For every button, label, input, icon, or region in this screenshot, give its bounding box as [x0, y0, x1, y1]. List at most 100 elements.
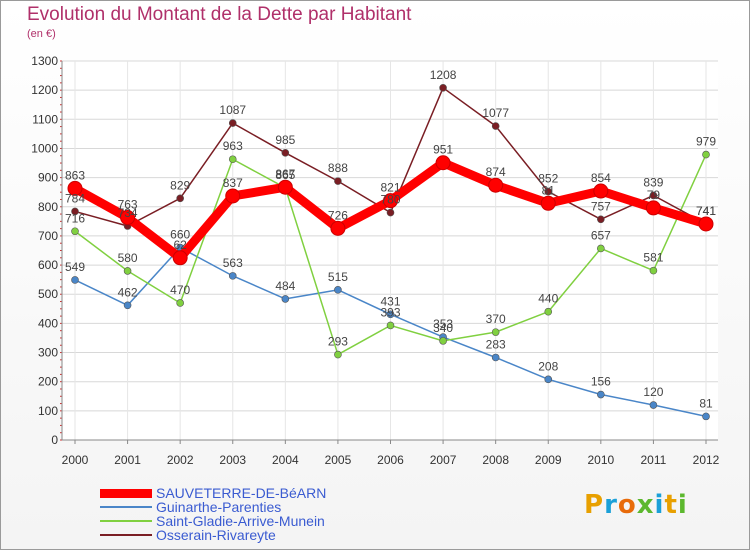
- legend-swatch-saint-gladie: [100, 520, 152, 522]
- data-label-osserain: 741: [696, 204, 716, 218]
- data-point-sauveterre: [540, 195, 556, 211]
- legend-swatch-sauveterre: [100, 488, 152, 498]
- data-label-sauveterre: 867: [275, 167, 295, 181]
- data-label-sauveterre: 763: [118, 198, 138, 212]
- data-label-sauveterre: 951: [433, 143, 453, 157]
- data-point-saint-gladie: [71, 227, 79, 236]
- x-tick-label: 2003: [219, 453, 246, 467]
- chart-title: Evolution du Montant de la Dette par Hab…: [27, 4, 412, 25]
- x-tick-label: 2007: [430, 453, 457, 467]
- y-tick-label: 700: [38, 229, 58, 243]
- data-point-osserain: [439, 84, 447, 92]
- x-tick-label: 2001: [114, 453, 141, 467]
- data-label-guinarthe: 431: [380, 294, 400, 308]
- data-point-osserain: [71, 207, 79, 216]
- y-tick-label: 500: [38, 287, 58, 301]
- y-tick-label: 900: [38, 171, 58, 185]
- data-point-sauveterre: [67, 180, 83, 196]
- data-label-guinarthe: 353: [433, 317, 453, 331]
- data-label-saint-gladie: 979: [696, 135, 716, 149]
- data-point-guinarthe: [386, 310, 395, 319]
- data-label-guinarthe: 660: [170, 228, 190, 242]
- data-point-sauveterre: [120, 210, 136, 226]
- x-tick-label: 2002: [167, 453, 194, 467]
- chart-legend: SAUVETERRE-DE-BéARN Guinarthe-Parenties …: [100, 486, 326, 542]
- data-label-osserain: 780: [380, 193, 400, 207]
- legend-swatch-guinarthe: [100, 506, 152, 508]
- data-point-guinarthe: [544, 375, 553, 384]
- data-label-saint-gladie: 340: [433, 321, 453, 335]
- data-point-saint-gladie: [386, 321, 395, 330]
- data-point-guinarthe: [702, 412, 710, 421]
- data-label-sauveterre: 741: [696, 204, 716, 218]
- data-point-sauveterre: [383, 193, 398, 209]
- data-label-saint-gladie: 440: [538, 292, 558, 306]
- y-tick-label: 1200: [31, 83, 58, 97]
- data-label-saint-gladie: 716: [65, 211, 85, 225]
- data-label-sauveterre: 821: [380, 181, 400, 195]
- legend-label-guinarthe: Guinarthe-Parenties: [156, 499, 282, 515]
- data-point-sauveterre: [225, 188, 241, 204]
- x-tick-label: 2008: [482, 453, 509, 467]
- data-label-osserain: 839: [643, 175, 663, 189]
- data-label-sauveterre: 79: [647, 188, 661, 202]
- data-label-osserain: 829: [170, 178, 190, 192]
- x-tick-label: 2005: [325, 453, 352, 467]
- data-label-sauveterre: 837: [223, 176, 243, 190]
- x-tick-label: 2010: [587, 453, 614, 467]
- data-label-saint-gladie: 657: [591, 228, 611, 242]
- data-label-guinarthe: 120: [643, 385, 663, 399]
- legend-item-osserain: Osserain-Rivareyte: [100, 528, 326, 542]
- x-tick-label: 2011: [641, 453, 667, 467]
- data-point-osserain: [386, 208, 395, 217]
- data-point-osserain: [176, 194, 184, 203]
- y-tick-label: 1000: [31, 141, 58, 155]
- data-label-osserain: 784: [65, 191, 85, 205]
- data-label-guinarthe: 484: [275, 279, 295, 293]
- data-point-osserain: [334, 177, 342, 185]
- data-label-guinarthe: 515: [328, 270, 348, 284]
- data-label-sauveterre: 62: [173, 238, 187, 252]
- data-label-saint-gladie: 393: [380, 305, 400, 319]
- data-point-guinarthe: [334, 286, 342, 294]
- data-label-guinarthe: 549: [65, 260, 85, 274]
- data-label-osserain: 985: [275, 133, 295, 147]
- data-point-osserain: [597, 215, 605, 224]
- data-point-guinarthe: [597, 390, 605, 399]
- data-label-guinarthe: 81: [699, 396, 713, 410]
- data-point-sauveterre: [593, 183, 609, 199]
- data-label-saint-gladie: 865: [275, 168, 295, 182]
- data-label-sauveterre: 874: [486, 165, 506, 179]
- data-point-sauveterre: [488, 177, 504, 193]
- legend-label-sauveterre: SAUVETERRE-DE-BéARN: [156, 485, 327, 501]
- x-tick-label: 2000: [62, 453, 89, 467]
- data-label-guinarthe: 156: [591, 375, 611, 389]
- data-point-sauveterre: [645, 200, 661, 216]
- y-tick-label: 300: [38, 346, 58, 360]
- data-label-osserain: 1208: [430, 68, 457, 82]
- data-point-guinarthe: [228, 272, 237, 280]
- data-point-saint-gladie: [597, 244, 605, 253]
- data-label-sauveterre: 863: [65, 168, 85, 182]
- data-label-osserain: 888: [328, 161, 348, 175]
- y-tick-label: 600: [38, 258, 58, 272]
- data-point-sauveterre: [172, 250, 188, 266]
- data-point-saint-gladie: [228, 155, 237, 164]
- data-point-guinarthe: [123, 301, 132, 310]
- data-point-saint-gladie: [649, 266, 658, 275]
- data-label-guinarthe: 283: [486, 337, 506, 351]
- data-point-guinarthe: [281, 295, 290, 303]
- data-point-saint-gladie: [702, 150, 710, 159]
- legend-swatch-osserain: [100, 534, 152, 536]
- proxiti-logo: Proxiti: [584, 490, 688, 520]
- y-tick-label: 100: [38, 404, 58, 418]
- y-tick-label: 0: [51, 433, 58, 447]
- x-tick-label: 2009: [535, 453, 562, 467]
- data-label-osserain: 757: [591, 199, 611, 213]
- data-point-osserain: [281, 149, 290, 157]
- data-label-saint-gladie: 470: [170, 283, 190, 297]
- y-tick-label: 1300: [31, 54, 58, 68]
- y-tick-label: 200: [38, 375, 58, 389]
- data-label-sauveterre: 854: [591, 171, 611, 185]
- legend-item-saint-gladie: Saint-Gladie-Arrive-Munein: [100, 514, 326, 528]
